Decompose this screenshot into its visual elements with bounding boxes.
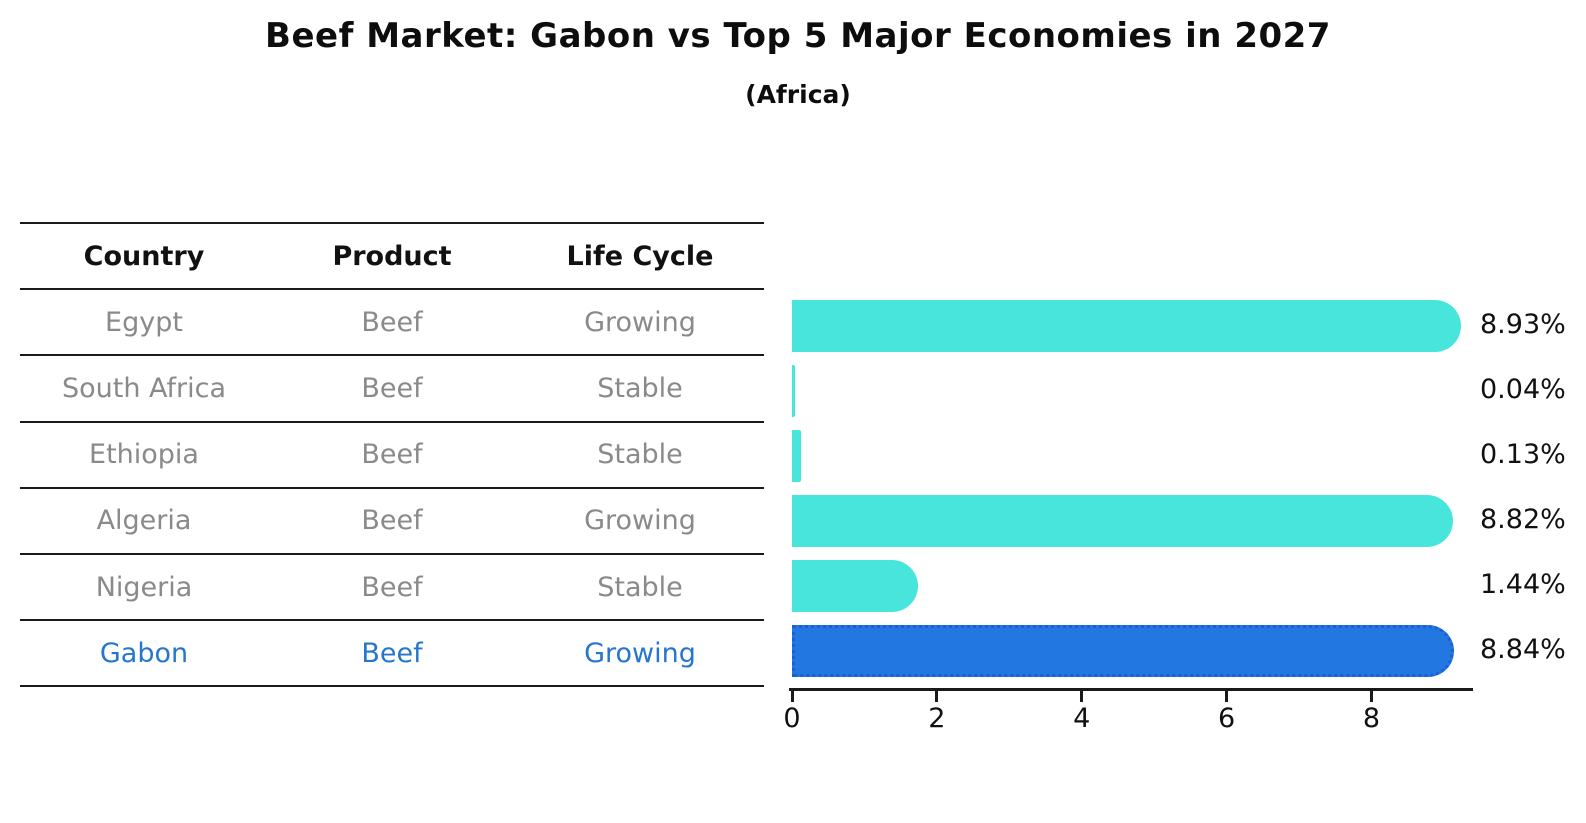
col-header-life-cycle: Life Cycle: [566, 240, 714, 272]
cell-life-cycle: Growing: [584, 637, 696, 669]
cell-product: Beef: [361, 505, 423, 537]
value-label-south-africa: 0.04%: [1480, 373, 1566, 405]
table-row-nigeria: Nigeria Beef Stable: [20, 555, 764, 622]
chart-subtitle: (Africa): [745, 80, 851, 109]
cell-country: Ethiopia: [89, 439, 199, 471]
x-tick-label: 8: [1362, 703, 1381, 734]
cell-product: Beef: [361, 571, 423, 603]
bar-nigeria: [792, 559, 919, 612]
table-row-egypt: Egypt Beef Growing: [20, 290, 764, 357]
value-label-ethiopia: 0.13%: [1480, 438, 1566, 470]
bar-south-africa: [792, 364, 795, 417]
x-tick-label: 4: [1073, 703, 1091, 734]
col-header-country: Country: [83, 240, 205, 272]
country-table: Country Product Life Cycle Egypt Beef Gr…: [20, 222, 764, 688]
table-row-ethiopia: Ethiopia Beef Stable: [20, 423, 764, 489]
value-label-algeria: 8.82%: [1480, 503, 1566, 535]
bar-gabon: [792, 624, 1455, 677]
cell-country: Nigeria: [95, 571, 193, 603]
cell-product: Beef: [361, 306, 423, 338]
table-row-gabon: Gabon Beef Growing: [20, 621, 764, 688]
table-row-algeria: Algeria Beef Growing: [20, 489, 764, 555]
x-tick-mark: [1080, 691, 1084, 702]
cell-country: South Africa: [61, 372, 227, 404]
cell-life-cycle: Stable: [597, 372, 683, 404]
cell-life-cycle: Stable: [597, 439, 683, 471]
x-tick-label: 0: [783, 703, 801, 734]
value-label-gabon: 8.84%: [1480, 633, 1566, 665]
x-tick-mark: [935, 691, 939, 702]
cell-country: Gabon: [99, 637, 189, 669]
table-row-south-africa: South Africa Beef Stable: [20, 356, 764, 423]
bar-chart-plot-area: [792, 0, 1470, 690]
bar-egypt: [792, 300, 1461, 352]
x-tick-mark: [1225, 691, 1229, 702]
cell-product: Beef: [361, 439, 423, 471]
cell-country: Algeria: [96, 505, 192, 537]
table-header-row: Country Product Life Cycle: [20, 224, 764, 291]
cell-product: Beef: [361, 637, 423, 669]
cell-life-cycle: Growing: [584, 306, 696, 338]
bar-algeria: [792, 494, 1453, 547]
cell-life-cycle: Stable: [597, 571, 683, 603]
x-tick-label: 2: [928, 703, 946, 734]
value-label-nigeria: 1.44%: [1480, 568, 1566, 600]
x-tick-mark: [790, 691, 794, 702]
cell-product: Beef: [361, 372, 423, 404]
col-header-product: Product: [332, 240, 452, 272]
cell-country: Egypt: [105, 306, 183, 338]
x-axis-line: [789, 688, 1473, 691]
x-tick-label: 6: [1218, 703, 1236, 734]
chart-title: Beef Market: Gabon vs Top 5 Major Econom…: [265, 16, 1331, 56]
bar-ethiopia: [792, 429, 802, 482]
value-label-egypt: 8.93%: [1480, 309, 1566, 340]
cell-life-cycle: Growing: [584, 505, 696, 537]
x-tick-mark: [1369, 691, 1373, 702]
